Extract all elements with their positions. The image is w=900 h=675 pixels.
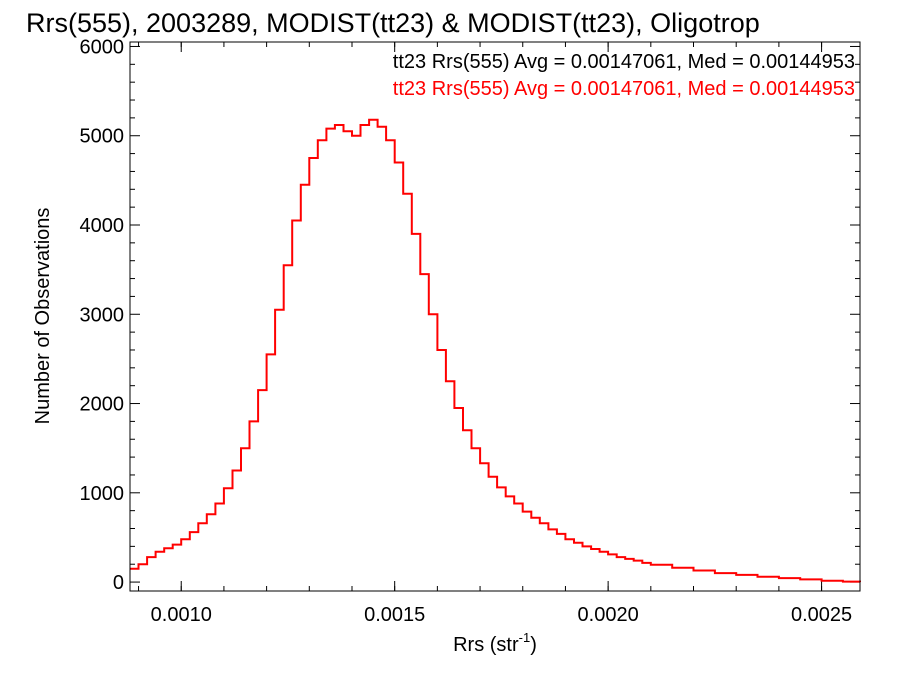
x-axis: 0.0010 0.0015 0.0020 0.0025 (138, 42, 852, 626)
x-axis-title: Rrs (str-1) (453, 630, 537, 656)
y-tick-label: 1000 (80, 483, 125, 505)
histogram-series-line (130, 118, 861, 583)
y-axis-title: Number of Observations (32, 208, 54, 425)
y-tick-label: 3000 (80, 304, 125, 326)
x-tick-label: 0.0010 (151, 604, 212, 626)
x-tick-label: 0.0020 (578, 604, 639, 626)
x-axis-title-superscript: -1 (519, 630, 531, 645)
y-tick-label: 0 (113, 572, 124, 594)
x-tick-label: 0.0025 (791, 604, 852, 626)
x-axis-title-end: ) (530, 634, 537, 656)
y-tick-label: 4000 (80, 215, 125, 237)
y-axis: 0 1000 2000 3000 4000 5000 6000 (80, 36, 860, 594)
y-tick-label: 6000 (80, 36, 125, 58)
chart-title: Rrs(555), 2003289, MODIST(tt23) & MODIST… (26, 8, 760, 38)
x-axis-title-main: Rrs (str (453, 634, 519, 656)
plot-frame (129, 41, 861, 592)
y-tick-label: 5000 (80, 126, 125, 148)
stats-annotation-red: tt23 Rrs(555) Avg = 0.00147061, Med = 0.… (393, 78, 855, 100)
x-tick-label: 0.0015 (364, 604, 425, 626)
stats-annotation-black: tt23 Rrs(555) Avg = 0.00147061, Med = 0.… (393, 51, 855, 73)
y-tick-label: 2000 (80, 394, 125, 416)
